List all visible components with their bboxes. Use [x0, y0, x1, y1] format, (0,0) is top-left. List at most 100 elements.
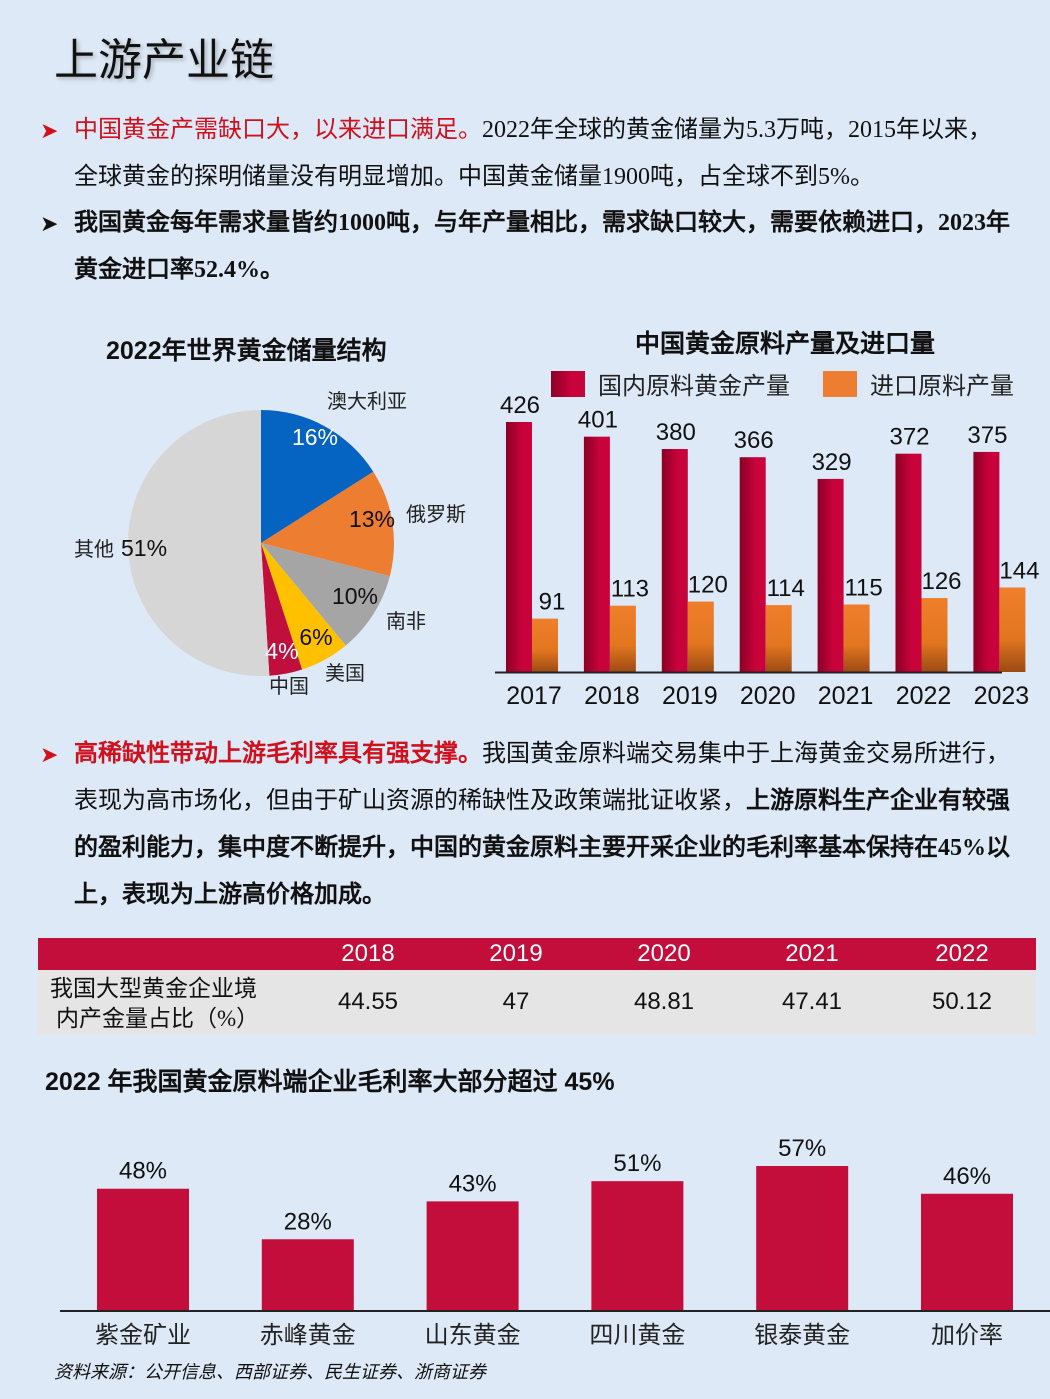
bullet-3-text: 我国黄金原料端交易集中于上海黄金交易所进行，表现为高市场化，但由于矿山资源的稀缺… [74, 741, 1010, 814]
column-header-2022: 2022 [935, 940, 989, 967]
data-label: 126 [921, 568, 961, 595]
x-tick-label: 2018 [584, 682, 640, 710]
bar-domestic-2019 [661, 448, 688, 672]
arrow-right-icon: ➤ [40, 742, 59, 767]
pie-label: 澳大利亚 [327, 390, 407, 413]
bar-紫金矿业 [97, 1188, 189, 1310]
data-label: 144 [999, 557, 1039, 584]
pie-slice-澳大利亚 [261, 410, 374, 543]
bar-import-2017 [532, 618, 558, 672]
bullet-1-highlight: 中国黄金产需缺口大，以来进口满足。 [74, 117, 482, 143]
data-label: 115 [844, 575, 882, 602]
bar-import-2023 [999, 587, 1026, 672]
bullet-3-bold-text: 上游原料生产企业有较强的盈利能力，集中度不断提升，中国的黄金原料主要开采企业的毛… [74, 788, 1010, 908]
x-tick-label: 银泰黄金 [754, 1322, 850, 1349]
x-tick-label: 2020 [740, 682, 796, 710]
x-tick-label: 2019 [662, 682, 718, 710]
column-header-2021: 2021 [785, 940, 839, 967]
bullet-2-text: 我国黄金每年需求量皆约1000吨，与年产量相比，需求缺口较大，需要依赖进口，20… [74, 210, 1010, 283]
bullet-3-highlight: 高稀缺性带动上游毛利率具有强支撑。 [74, 741, 482, 767]
data-label: 91 [539, 589, 566, 616]
table-row: 我国大型黄金企业境 内产金量占比（%） 44.55 47 48.81 47.41 50.… [38, 970, 1036, 1035]
x-tick-label: 加价率 [931, 1322, 1003, 1349]
data-label: 48% [119, 1158, 167, 1185]
row-label-line-2: 内产金量占比（%） [56, 1006, 260, 1031]
data-label: 46% [943, 1163, 991, 1190]
bullet-2: ➤ 我国黄金每年需求量皆约1000吨，与年产量相比，需求缺口较大，需要依赖进口，… [40, 200, 1015, 294]
bar-import-2021 [843, 604, 870, 672]
data-label: 114 [767, 575, 805, 602]
column-header-2020: 2020 [637, 940, 691, 967]
table-cell: 47 [502, 988, 530, 1015]
enterprise-share-table: 2018 2019 2020 2021 2022 我国大型黄金企业境 内产金量占比（%）… [38, 938, 1036, 1035]
bar-山东黄金 [426, 1201, 519, 1310]
table-cell: 47.41 [781, 988, 843, 1015]
pie-value-label: 13% [349, 506, 395, 532]
table-cell: 48.81 [633, 988, 695, 1015]
pie-slice-俄罗斯 [261, 471, 394, 577]
pie-value-label: 10% [332, 583, 378, 609]
arrow-right-icon: ➤ [40, 211, 59, 236]
pie-value-label: 6% [299, 624, 332, 650]
bar-domestic-2017 [506, 422, 532, 672]
pie-label: 俄罗斯 [406, 503, 466, 526]
x-tick-label: 四川黄金 [589, 1322, 685, 1349]
pie-label: 南非 [386, 610, 426, 633]
row-label: 我国大型黄金企业境 内产金量占比（%） [50, 974, 300, 1034]
legend-swatch-domestic [551, 371, 585, 397]
bar-import-2018 [609, 605, 636, 672]
data-label: 120 [688, 572, 728, 599]
margin-chart-title: 2022 年我国黄金原料端企业毛利率大部分超过 45% [45, 1068, 615, 1096]
pie-label: 美国 [325, 662, 365, 685]
bar-chart-title: 中国黄金原料产量及进口量 [635, 330, 936, 358]
pie-value-label: 16% [292, 424, 338, 450]
bar-加价率 [921, 1193, 1013, 1310]
x-tick-label: 山东黄金 [425, 1322, 521, 1349]
data-label: 372 [889, 424, 929, 451]
pie-chart-title: 2022年世界黄金储量结构 [106, 337, 387, 365]
data-label: 28% [284, 1208, 332, 1235]
bullet-1: ➤ 中国黄金产需缺口大，以来进口满足。2022年全球的黄金储量为5.3万吨，20… [40, 107, 1015, 201]
row-label-line-1: 我国大型黄金企业境 [50, 976, 257, 1001]
data-label: 401 [578, 407, 618, 434]
legend-label: 进口原料产量 [870, 373, 1014, 400]
pie-slice-美国 [261, 543, 346, 670]
data-label: 375 [967, 422, 1007, 449]
legend-swatch-import [823, 371, 857, 397]
data-label: 51% [613, 1150, 661, 1177]
data-label: 43% [449, 1170, 497, 1197]
data-label: 113 [611, 576, 649, 603]
legend-label: 国内原料黄金产量 [598, 373, 790, 400]
x-tick-label: 紫金矿业 [95, 1322, 191, 1349]
bar-import-2020 [765, 605, 792, 672]
table-cell: 50.12 [931, 988, 993, 1015]
data-label: 380 [656, 419, 696, 446]
pie-label: 其他 [74, 538, 114, 561]
data-label: 329 [812, 449, 852, 476]
bullet-3: ➤ 高稀缺性带动上游毛利率具有强支撑。我国黄金原料端交易集中于上海黄金交易所进行… [40, 731, 1015, 919]
data-label: 366 [734, 427, 774, 454]
bar-domestic-2023 [973, 451, 1000, 672]
bar-银泰黄金 [756, 1166, 849, 1310]
bar-import-2019 [687, 601, 714, 672]
pie-value-label: 51% [121, 535, 167, 561]
bar-domestic-2018 [583, 436, 610, 672]
bullet-1-text: 2022年全球的黄金储量为5.3万吨，2015年以来，全球黄金的探明储量没有明显… [74, 117, 992, 190]
pie-slice-中国 [261, 543, 303, 676]
bar-import-2022 [921, 598, 948, 672]
data-label: 426 [500, 392, 540, 419]
data-label: 57% [778, 1135, 826, 1162]
x-tick-label: 2021 [818, 682, 874, 710]
x-tick-label: 2017 [506, 682, 562, 710]
pie-value-label: 4% [265, 638, 298, 664]
arrow-right-icon: ➤ [40, 118, 59, 143]
x-tick-label: 2023 [974, 682, 1030, 710]
pie-slice-其他 [128, 410, 270, 676]
table-cell: 44.55 [337, 988, 399, 1015]
x-tick-label: 2022 [896, 682, 952, 710]
bar-domestic-2021 [817, 478, 844, 672]
table-header: 2018 2019 2020 2021 2022 [38, 938, 1036, 970]
column-header-2018: 2018 [341, 940, 395, 967]
bar-四川黄金 [591, 1181, 684, 1310]
